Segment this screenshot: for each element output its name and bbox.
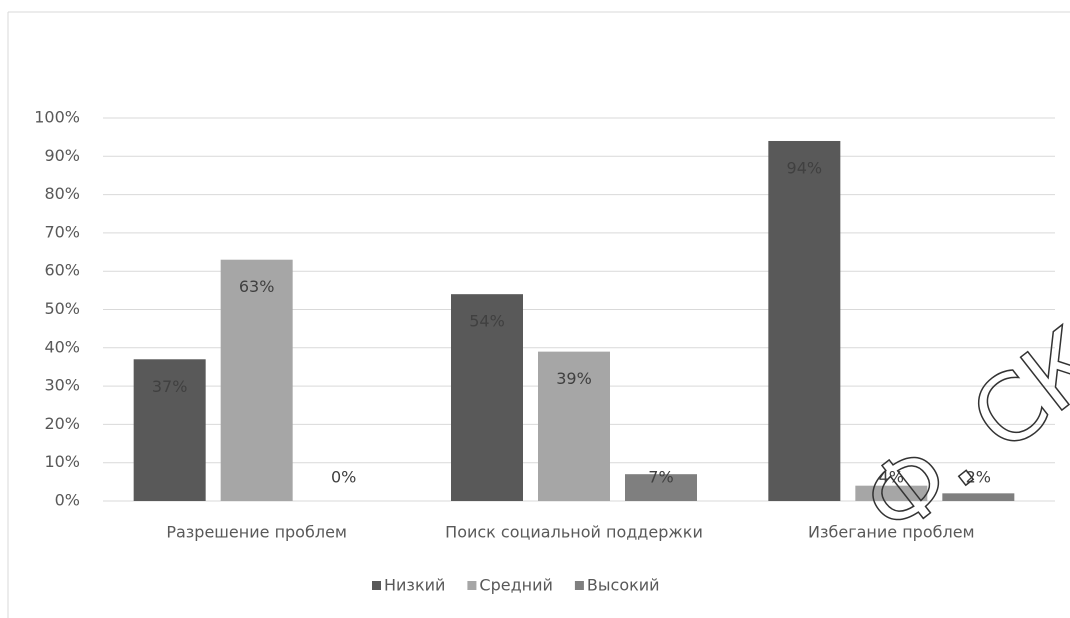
x-tick-label: Избегание проблем xyxy=(808,523,975,542)
legend-swatch xyxy=(467,581,477,590)
y-tick-label: 40% xyxy=(44,337,80,356)
bar xyxy=(942,493,1015,501)
data-label: 2% xyxy=(966,468,991,487)
watermark: Ф. СКОРИ xyxy=(843,187,1070,557)
bar xyxy=(451,294,523,501)
y-tick-label: 50% xyxy=(44,299,80,318)
data-label: 4% xyxy=(879,468,904,487)
y-tick-label: 80% xyxy=(44,184,80,203)
y-tick-label: 90% xyxy=(44,146,80,165)
y-tick-label: 0% xyxy=(55,491,80,510)
data-label: 39% xyxy=(556,369,592,388)
data-label: 94% xyxy=(787,158,823,177)
bar xyxy=(538,351,610,501)
data-label: 0% xyxy=(331,468,356,487)
bar xyxy=(133,359,206,501)
y-tick-label: 20% xyxy=(44,414,80,433)
bar xyxy=(768,140,841,502)
bar xyxy=(220,259,293,501)
bar xyxy=(855,485,928,501)
legend-label: Средний xyxy=(479,576,553,595)
legend-label: Низкий xyxy=(384,576,445,595)
legend-swatch xyxy=(372,581,381,590)
x-tick-label: Поиск социальной поддержки xyxy=(445,523,703,542)
data-label: 63% xyxy=(239,277,275,296)
data-label: 37% xyxy=(152,377,188,396)
y-tick-label: 10% xyxy=(44,452,80,471)
data-label: 54% xyxy=(469,312,505,331)
legend-swatch xyxy=(574,581,584,590)
y-tick-label: 100% xyxy=(34,108,80,127)
y-tick-label: 30% xyxy=(44,376,80,395)
y-tick-label: 60% xyxy=(44,261,80,280)
x-tick-label: Разрешение проблем xyxy=(166,523,347,542)
legend-label: Высокий xyxy=(587,576,660,595)
bar xyxy=(625,474,697,501)
y-tick-label: 70% xyxy=(44,222,80,241)
data-label: 7% xyxy=(648,468,673,487)
